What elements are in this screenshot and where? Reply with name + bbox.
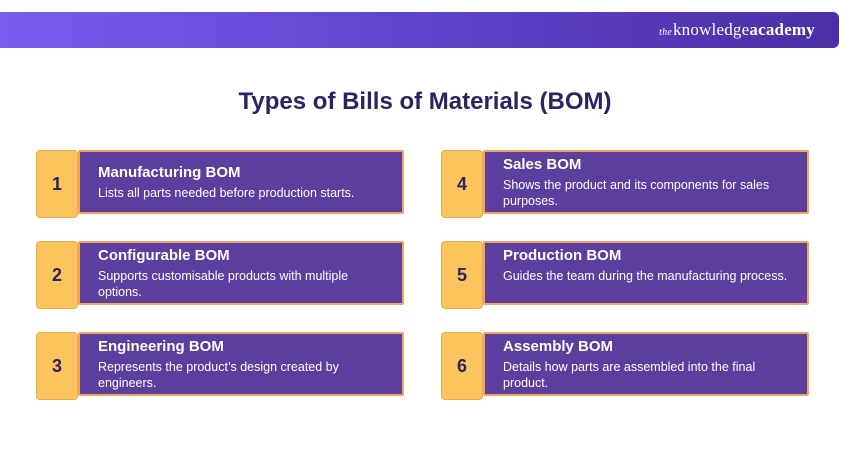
- card-number: 6: [441, 332, 483, 400]
- brand-main: knowledge: [672, 20, 750, 39]
- bom-card-4: 4 Sales BOM Shows the product and its co…: [441, 150, 815, 218]
- card-heading: Assembly BOM: [503, 338, 614, 355]
- card-description: Supports customisable products with mult…: [98, 269, 349, 299]
- brand-prefix: the: [659, 27, 672, 38]
- card-box: Production BOM Guides the team during th…: [483, 241, 809, 305]
- card-box: Engineering BOM Represents the product’s…: [78, 332, 404, 396]
- card-heading: Sales BOM: [503, 156, 582, 173]
- card-number: 5: [441, 241, 483, 309]
- card-number: 3: [36, 332, 78, 400]
- header-banner: theknowledgeacademy: [0, 12, 839, 48]
- bom-card-3: 3 Engineering BOM Represents the product…: [36, 332, 410, 400]
- card-heading: Configurable BOM: [98, 247, 230, 264]
- card-box: Manufacturing BOM Lists all parts needed…: [78, 150, 404, 214]
- card-box: Configurable BOM Supports customisable p…: [78, 241, 404, 305]
- card-number: 4: [441, 150, 483, 218]
- brand-logo: theknowledgeacademy: [659, 20, 815, 40]
- page-title: Types of Bills of Materials (BOM): [238, 88, 612, 115]
- brand-bold: academy: [749, 20, 815, 39]
- bom-card-1: 1 Manufacturing BOM Lists all parts need…: [36, 150, 410, 218]
- card-number: 1: [36, 150, 78, 218]
- card-description: Details how parts are assembled into the…: [503, 360, 756, 390]
- card-description: Guides the team during the manufacturing…: [503, 269, 788, 283]
- bom-card-2: 2 Configurable BOM Supports customisable…: [36, 241, 410, 309]
- bom-card-5: 5 Production BOM Guides the team during …: [441, 241, 815, 309]
- card-heading: Production BOM: [503, 247, 622, 264]
- card-description: Represents the product’s design created …: [98, 360, 339, 390]
- card-heading: Engineering BOM: [98, 338, 224, 355]
- card-box: Sales BOM Shows the product and its comp…: [483, 150, 809, 214]
- card-number: 2: [36, 241, 78, 309]
- card-description: Lists all parts needed before production…: [98, 186, 355, 200]
- card-description: Shows the product and its components for…: [503, 178, 770, 208]
- card-heading: Manufacturing BOM: [98, 164, 241, 181]
- card-box: Assembly BOM Details how parts are assem…: [483, 332, 809, 396]
- bom-card-6: 6 Assembly BOM Details how parts are ass…: [441, 332, 815, 400]
